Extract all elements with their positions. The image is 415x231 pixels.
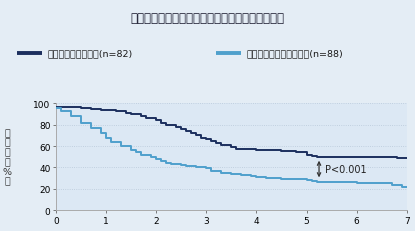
Text: 免疫細胞治療を施行(n=82): 免疫細胞治療を施行(n=82)	[48, 49, 133, 58]
Text: 生
存
率
（
%
）: 生 存 率 （ % ）	[3, 128, 12, 186]
Text: 免疫細胞治療の肺がん術後再発防止における効果: 免疫細胞治療の肺がん術後再発防止における効果	[130, 12, 285, 25]
Text: P<0.001: P<0.001	[325, 164, 367, 174]
X-axis label: 術後の時間(年): 術後の時間(年)	[209, 229, 254, 231]
Text: 免疫細胞治療を施行せず(n=88): 免疫細胞治療を施行せず(n=88)	[247, 49, 344, 58]
